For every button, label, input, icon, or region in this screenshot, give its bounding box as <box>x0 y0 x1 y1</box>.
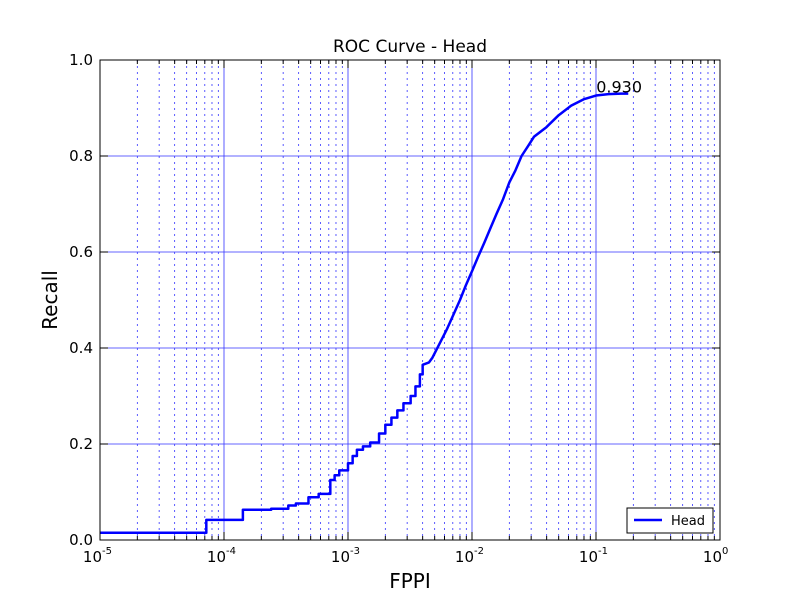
x-tick-base: 10 <box>83 548 102 566</box>
x-tick-base: 10 <box>207 548 226 566</box>
x-tick-label: 10 -5 <box>83 546 112 566</box>
x-tick-exponent: -4 <box>226 546 236 557</box>
roc-curve-head <box>100 92 629 535</box>
final-recall-annotation: 0.930 <box>596 78 642 97</box>
y-axis-label: Recall <box>38 270 62 330</box>
minor-gridlines <box>136 60 715 540</box>
x-tick-base: 10 <box>703 548 722 566</box>
x-axis-label: FPPI <box>389 569 431 593</box>
x-tick-label: 10 0 <box>703 546 728 566</box>
x-tick-label: 10 -4 <box>207 546 236 566</box>
y-tick-label: 0.0 <box>69 531 93 549</box>
x-tick-exponent: 0 <box>722 546 728 557</box>
y-tick-label: 0.6 <box>69 243 93 261</box>
legend-label-head: Head <box>671 514 705 529</box>
tick-marks <box>99 59 721 541</box>
x-tick-exponent: -5 <box>102 546 112 557</box>
x-tick-base: 10 <box>331 548 350 566</box>
x-tick-exponent: -2 <box>474 546 484 557</box>
y-tick-label: 0.4 <box>69 339 93 357</box>
y-tick-labels: 0.0 0.2 0.4 0.6 0.8 1.0 <box>69 51 93 549</box>
x-tick-label: 10 -2 <box>455 546 484 566</box>
x-tick-label: 10 -3 <box>331 546 360 566</box>
plot-frame <box>99 59 721 541</box>
x-tick-base: 10 <box>455 548 474 566</box>
x-tick-exponent: -3 <box>350 546 360 557</box>
curve-layer <box>100 92 629 535</box>
x-tick-exponent: -1 <box>598 546 608 557</box>
y-tick-label: 0.2 <box>69 435 93 453</box>
x-tick-base: 10 <box>579 548 598 566</box>
plot-area <box>100 60 720 540</box>
legend: Head <box>626 507 714 534</box>
major-gridlines <box>100 60 720 540</box>
y-tick-label: 1.0 <box>69 51 93 69</box>
y-tick-label: 0.8 <box>69 147 93 165</box>
chart-title: ROC Curve - Head <box>333 37 487 57</box>
x-tick-labels: 10 -5 10 -4 10 -3 10 -2 10 -1 10 0 <box>83 546 728 566</box>
x-tick-label: 10 -1 <box>579 546 608 566</box>
